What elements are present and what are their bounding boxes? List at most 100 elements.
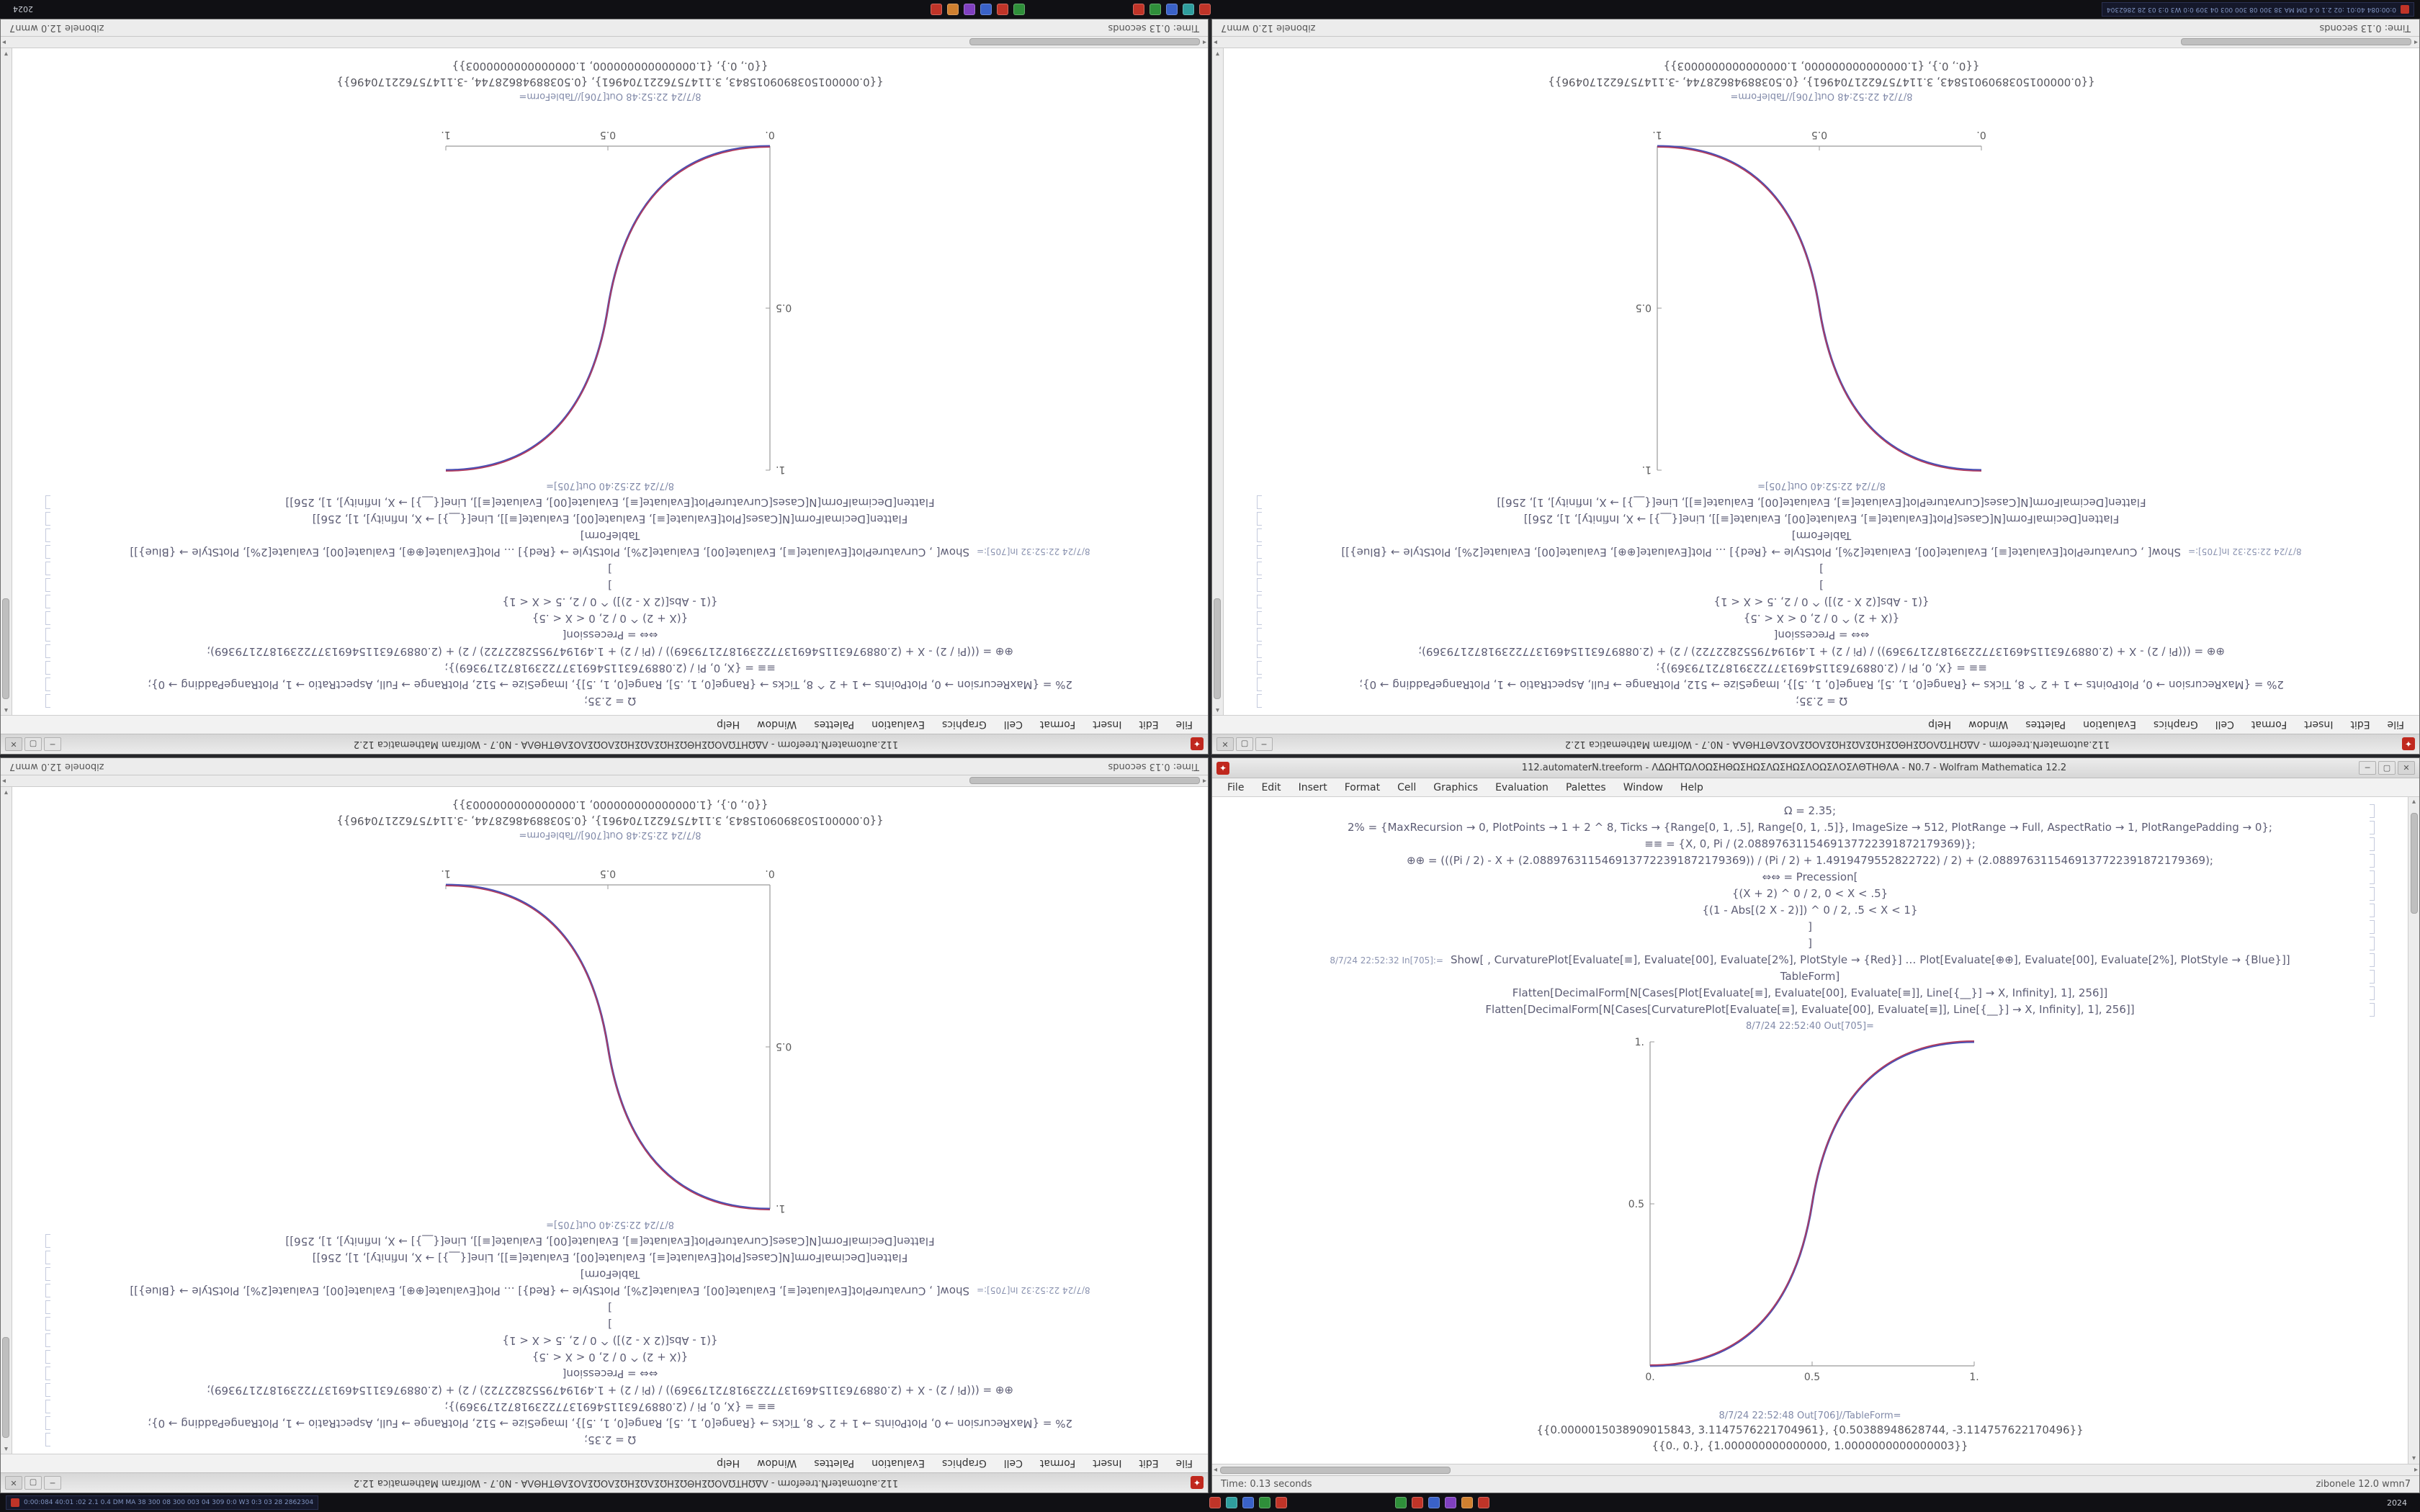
- input-cell[interactable]: ⇔⇔ = Precession[: [1245, 626, 2398, 643]
- notebook-content[interactable]: Ω = 2.35; 2% = {MaxRecursion → 0, PlotPoi…: [1212, 797, 2408, 1464]
- horizontal-scrollbar[interactable]: ◂ ▸: [1, 775, 1208, 787]
- close-button[interactable]: ✕: [5, 1476, 22, 1490]
- menu-help[interactable]: Help: [717, 719, 740, 731]
- input-cell[interactable]: ≡≡ = {X, 0, Pi / (2.08897631154691377223…: [1245, 660, 2398, 676]
- system-monitor-widget[interactable]: 0:00:084 40:01 :02 2.1 0.4 DM MA 38 300 …: [2101, 2, 2414, 17]
- input-cell[interactable]: {(X + 2) ^ 0 / 2, 0 < X < .5}: [34, 1349, 1186, 1365]
- input-cell[interactable]: 8/7/24 22:52:32 In[705]:= Show[ , Curvatu…: [1234, 952, 2386, 968]
- input-cell[interactable]: 2% = {MaxRecursion → 0, PlotPoints → 1 +…: [34, 1415, 1186, 1431]
- close-button[interactable]: ✕: [5, 737, 22, 751]
- input-cell[interactable]: Flatten[DecimalForm[N[Cases[CurvaturePlo…: [1234, 1002, 2386, 1018]
- input-cell[interactable]: Ω = 2.35;: [1234, 803, 2386, 819]
- menu-edit[interactable]: Edit: [1261, 781, 1281, 793]
- input-cell[interactable]: ]: [1234, 919, 2386, 935]
- scroll-down-icon[interactable]: ▾: [2411, 1454, 2416, 1462]
- input-cell[interactable]: Flatten[DecimalForm[N[Cases[CurvaturePlo…: [1245, 494, 2398, 510]
- menu-window[interactable]: Window: [757, 719, 797, 731]
- input-cell[interactable]: {(X + 2) ^ 0 / 2, 0 < X < .5}: [34, 610, 1186, 626]
- input-cell[interactable]: ⊕⊕ = (((Pi / 2) - X + (2.088976311546913…: [1245, 643, 2398, 660]
- menu-cell[interactable]: Cell: [1003, 1457, 1023, 1470]
- menu-format[interactable]: Format: [1039, 1457, 1076, 1470]
- system-monitor-widget[interactable]: 0:00:084 40:01 :02 2.1 0.4 DM MA 38 300 …: [6, 1495, 319, 1510]
- horizontal-scrollbar[interactable]: ◂ ▸: [1212, 1464, 2419, 1475]
- menu-graphics[interactable]: Graphics: [2153, 719, 2198, 731]
- taskbar-app-icon[interactable]: [1150, 4, 1162, 15]
- scroll-down-icon[interactable]: ▾: [4, 50, 9, 58]
- input-cell[interactable]: ]: [34, 1299, 1186, 1315]
- taskbar-app-icon[interactable]: [1444, 1497, 1456, 1508]
- input-cell[interactable]: {(1 - Abs[(2 X - 2)]) ^ 0 / 2, .5 < X < …: [34, 593, 1186, 610]
- vertical-scrollbar[interactable]: ▴ ▾: [2408, 797, 2419, 1464]
- menu-graphics[interactable]: Graphics: [941, 719, 987, 731]
- taskbar-app-icon[interactable]: [1461, 1497, 1473, 1508]
- taskbar-app-icon[interactable]: [1225, 1497, 1237, 1508]
- menu-insert[interactable]: Insert: [2304, 719, 2334, 731]
- menu-format[interactable]: Format: [2251, 719, 2287, 731]
- input-cell[interactable]: ⊕⊕ = (((Pi / 2) - X + (2.088976311546913…: [1234, 852, 2386, 869]
- maximize-button[interactable]: ▢: [24, 1476, 42, 1490]
- vertical-scrollbar[interactable]: ▴ ▾: [1, 787, 12, 1454]
- scroll-down-icon[interactable]: ▾: [1215, 50, 1220, 58]
- menu-file[interactable]: File: [1227, 781, 1245, 793]
- taskbar-app-icon[interactable]: [1258, 1497, 1270, 1508]
- input-cell[interactable]: TableForm]: [1234, 968, 2386, 985]
- scroll-left-icon[interactable]: ◂: [2414, 38, 2418, 46]
- taskbar-app-icon[interactable]: [1411, 1497, 1423, 1508]
- menu-palettes[interactable]: Palettes: [814, 719, 855, 731]
- input-cell[interactable]: 2% = {MaxRecursion → 0, PlotPoints → 1 +…: [1234, 819, 2386, 836]
- input-cell[interactable]: Flatten[DecimalForm[N[Cases[Plot[Evaluat…: [1234, 985, 2386, 1002]
- scroll-right-icon[interactable]: ▸: [2, 777, 6, 785]
- input-cell[interactable]: {(X + 2) ^ 0 / 2, 0 < X < .5}: [1245, 610, 2398, 626]
- notebook-content[interactable]: Ω = 2.35; 2% = {MaxRecursion → 0, PlotPoi…: [12, 787, 1208, 1454]
- input-cell[interactable]: Ω = 2.35;: [34, 693, 1186, 709]
- window-titlebar[interactable]: ✦ 112.automaterN.treeform - ΛΔΩΗΤΩΛΟΩΣΗΘ…: [1212, 734, 2419, 754]
- menu-edit[interactable]: Edit: [2350, 719, 2370, 731]
- input-cell[interactable]: TableForm]: [1245, 527, 2398, 544]
- input-cell[interactable]: Flatten[DecimalForm[N[Cases[CurvaturePlo…: [34, 1233, 1186, 1249]
- taskbar-app-icon[interactable]: [1477, 1497, 1489, 1508]
- input-cell[interactable]: {(1 - Abs[(2 X - 2)]) ^ 0 / 2, .5 < X < …: [34, 1332, 1186, 1349]
- taskbar-app-icon[interactable]: [964, 4, 976, 15]
- scroll-left-icon[interactable]: ◂: [1202, 777, 1206, 785]
- input-cell[interactable]: TableForm]: [34, 1266, 1186, 1282]
- horizontal-scroll-thumb[interactable]: [2180, 38, 2411, 46]
- scroll-left-icon[interactable]: ◂: [1214, 1466, 1218, 1474]
- taskbar-app-icon[interactable]: [1199, 4, 1211, 15]
- menu-file[interactable]: File: [1175, 719, 1193, 731]
- vertical-scrollbar[interactable]: ▴ ▾: [1212, 48, 1224, 715]
- window-titlebar[interactable]: ✦ 112.automaterN.treeform - ΛΔΩΗΤΩΛΟΩΣΗΘ…: [1212, 758, 2419, 778]
- menu-cell[interactable]: Cell: [1397, 781, 1417, 793]
- input-cell[interactable]: 8/7/24 22:52:32 In[705]:= Show[ , Curvatu…: [34, 544, 1186, 560]
- menu-graphics[interactable]: Graphics: [1433, 781, 1479, 793]
- maximize-button[interactable]: ▢: [1236, 737, 1253, 751]
- scroll-up-icon[interactable]: ▴: [4, 1445, 9, 1453]
- menu-format[interactable]: Format: [1344, 781, 1381, 793]
- menu-cell[interactable]: Cell: [2215, 719, 2234, 731]
- input-cell[interactable]: ≡≡ = {X, 0, Pi / (2.08897631154691377223…: [1234, 836, 2386, 852]
- input-cell[interactable]: ]: [34, 1315, 1186, 1332]
- maximize-button[interactable]: ▢: [24, 737, 42, 751]
- input-cell[interactable]: ]: [1234, 935, 2386, 952]
- menu-window[interactable]: Window: [1968, 719, 2009, 731]
- menu-insert[interactable]: Insert: [1093, 719, 1122, 731]
- input-cell[interactable]: ⊕⊕ = (((Pi / 2) - X + (2.088976311546913…: [34, 1382, 1186, 1398]
- taskbar-app-icon[interactable]: [1242, 1497, 1254, 1508]
- horizontal-scroll-thumb[interactable]: [1220, 1466, 1451, 1474]
- vertical-scroll-thumb[interactable]: [1214, 598, 1222, 699]
- taskbar-app-icon[interactable]: [947, 4, 959, 15]
- input-cell[interactable]: {(1 - Abs[(2 X - 2)]) ^ 0 / 2, .5 < X < …: [1245, 593, 2398, 610]
- menu-evaluation[interactable]: Evaluation: [871, 719, 925, 731]
- menu-cell[interactable]: Cell: [1003, 719, 1023, 731]
- menu-help[interactable]: Help: [717, 1457, 740, 1470]
- input-cell[interactable]: 8/7/24 22:52:32 In[705]:= Show[ , Curvatu…: [34, 1282, 1186, 1299]
- minimize-button[interactable]: ─: [1255, 737, 1273, 751]
- scroll-up-icon[interactable]: ▴: [4, 706, 9, 714]
- input-cell[interactable]: ]: [34, 560, 1186, 577]
- input-cell[interactable]: ⊕⊕ = (((Pi / 2) - X + (2.088976311546913…: [34, 643, 1186, 660]
- menu-window[interactable]: Window: [757, 1457, 797, 1470]
- input-cell[interactable]: ⇔⇔ = Precession[: [1234, 869, 2386, 886]
- taskbar-app-icon[interactable]: [1166, 4, 1178, 15]
- input-cell[interactable]: ⇔⇔ = Precession[: [34, 1365, 1186, 1382]
- menu-evaluation[interactable]: Evaluation: [1495, 781, 1549, 793]
- menu-insert[interactable]: Insert: [1093, 1457, 1122, 1470]
